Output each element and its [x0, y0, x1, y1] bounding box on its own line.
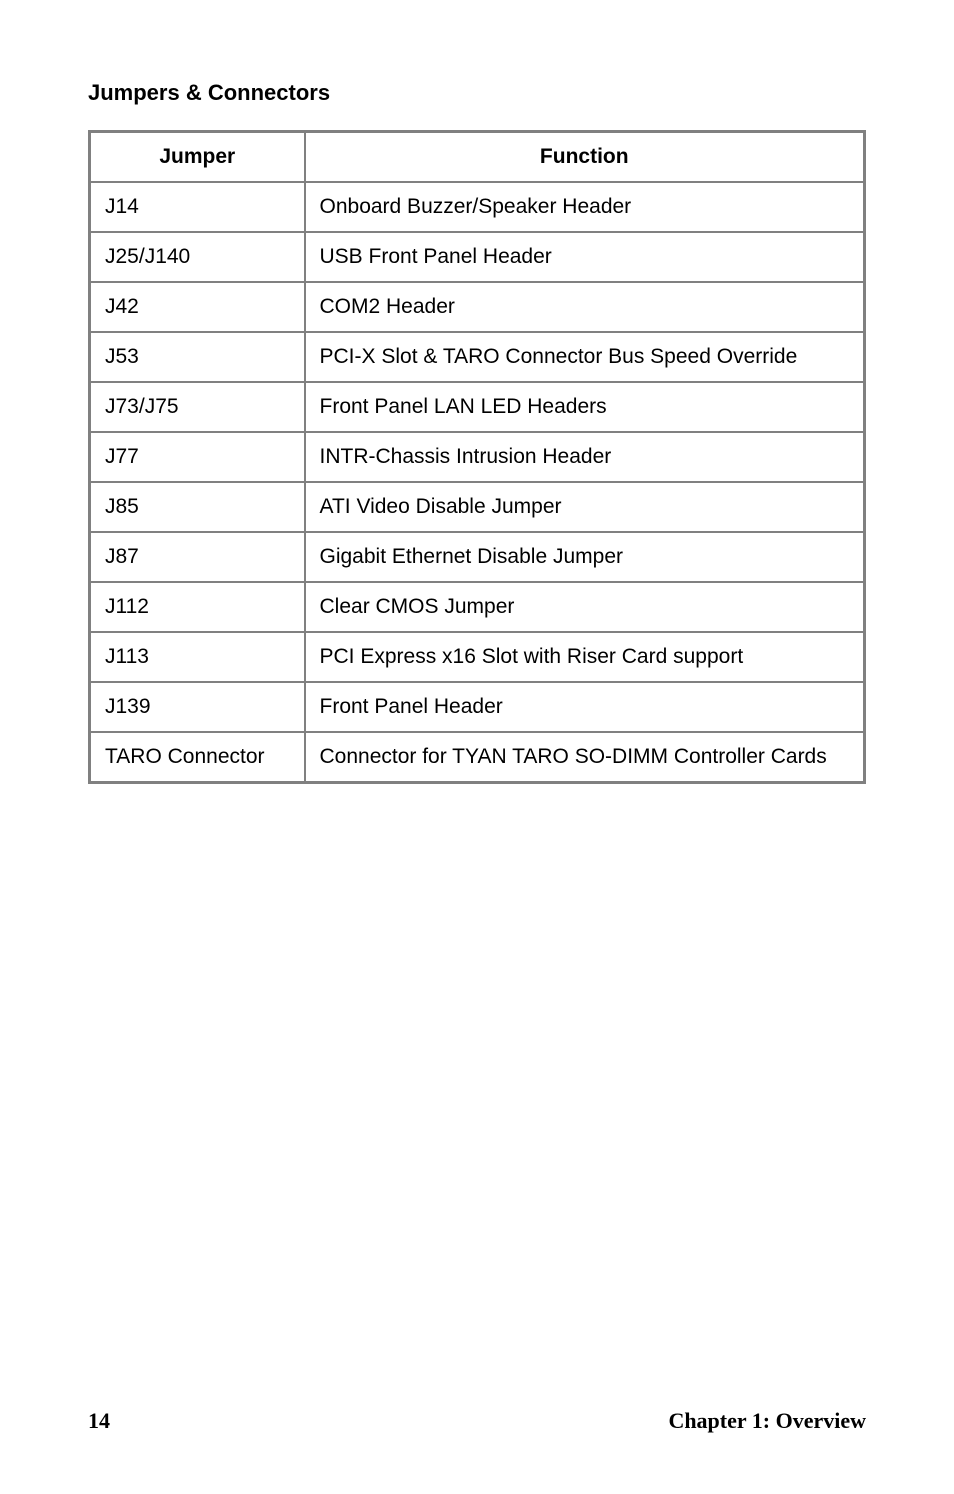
function-cell: Connector for TYAN TARO SO-DIMM Controll… — [305, 732, 865, 783]
chapter-label: Chapter 1: Overview — [668, 1408, 866, 1434]
table-row: J42 COM2 Header — [90, 282, 865, 332]
function-cell: PCI-X Slot & TARO Connector Bus Speed Ov… — [305, 332, 865, 382]
jumper-cell: J113 — [90, 632, 305, 682]
function-cell: INTR-Chassis Intrusion Header — [305, 432, 865, 482]
table-row: J87 Gigabit Ethernet Disable Jumper — [90, 532, 865, 582]
jumpers-table: Jumper Function J14 Onboard Buzzer/Speak… — [88, 130, 866, 784]
section-heading: Jumpers & Connectors — [88, 80, 866, 106]
function-cell: COM2 Header — [305, 282, 865, 332]
function-cell: Onboard Buzzer/Speaker Header — [305, 182, 865, 232]
jumper-cell: J42 — [90, 282, 305, 332]
jumper-cell: J25/J140 — [90, 232, 305, 282]
page-footer: 14 Chapter 1: Overview — [88, 1408, 866, 1434]
table-row: J77 INTR-Chassis Intrusion Header — [90, 432, 865, 482]
jumper-cell: TARO Connector — [90, 732, 305, 783]
function-cell: Front Panel Header — [305, 682, 865, 732]
jumper-cell: J77 — [90, 432, 305, 482]
table-row: J73/J75 Front Panel LAN LED Headers — [90, 382, 865, 432]
function-cell: Front Panel LAN LED Headers — [305, 382, 865, 432]
jumper-cell: J87 — [90, 532, 305, 582]
table-row: J25/J140 USB Front Panel Header — [90, 232, 865, 282]
jumper-cell: J139 — [90, 682, 305, 732]
table-row: TARO Connector Connector for TYAN TARO S… — [90, 732, 865, 783]
page-number: 14 — [88, 1408, 110, 1434]
function-cell: ATI Video Disable Jumper — [305, 482, 865, 532]
table-header-row: Jumper Function — [90, 132, 865, 183]
table-row: J53 PCI-X Slot & TARO Connector Bus Spee… — [90, 332, 865, 382]
function-cell: USB Front Panel Header — [305, 232, 865, 282]
function-cell: PCI Express x16 Slot with Riser Card sup… — [305, 632, 865, 682]
function-cell: Gigabit Ethernet Disable Jumper — [305, 532, 865, 582]
table-row: J112 Clear CMOS Jumper — [90, 582, 865, 632]
table-row: J139 Front Panel Header — [90, 682, 865, 732]
jumper-cell: J85 — [90, 482, 305, 532]
function-cell: Clear CMOS Jumper — [305, 582, 865, 632]
table-row: J85 ATI Video Disable Jumper — [90, 482, 865, 532]
table-row: J14 Onboard Buzzer/Speaker Header — [90, 182, 865, 232]
col-header-function: Function — [305, 132, 865, 183]
table-row: J113 PCI Express x16 Slot with Riser Car… — [90, 632, 865, 682]
jumper-cell: J73/J75 — [90, 382, 305, 432]
jumper-cell: J53 — [90, 332, 305, 382]
jumper-cell: J14 — [90, 182, 305, 232]
jumper-cell: J112 — [90, 582, 305, 632]
col-header-jumper: Jumper — [90, 132, 305, 183]
